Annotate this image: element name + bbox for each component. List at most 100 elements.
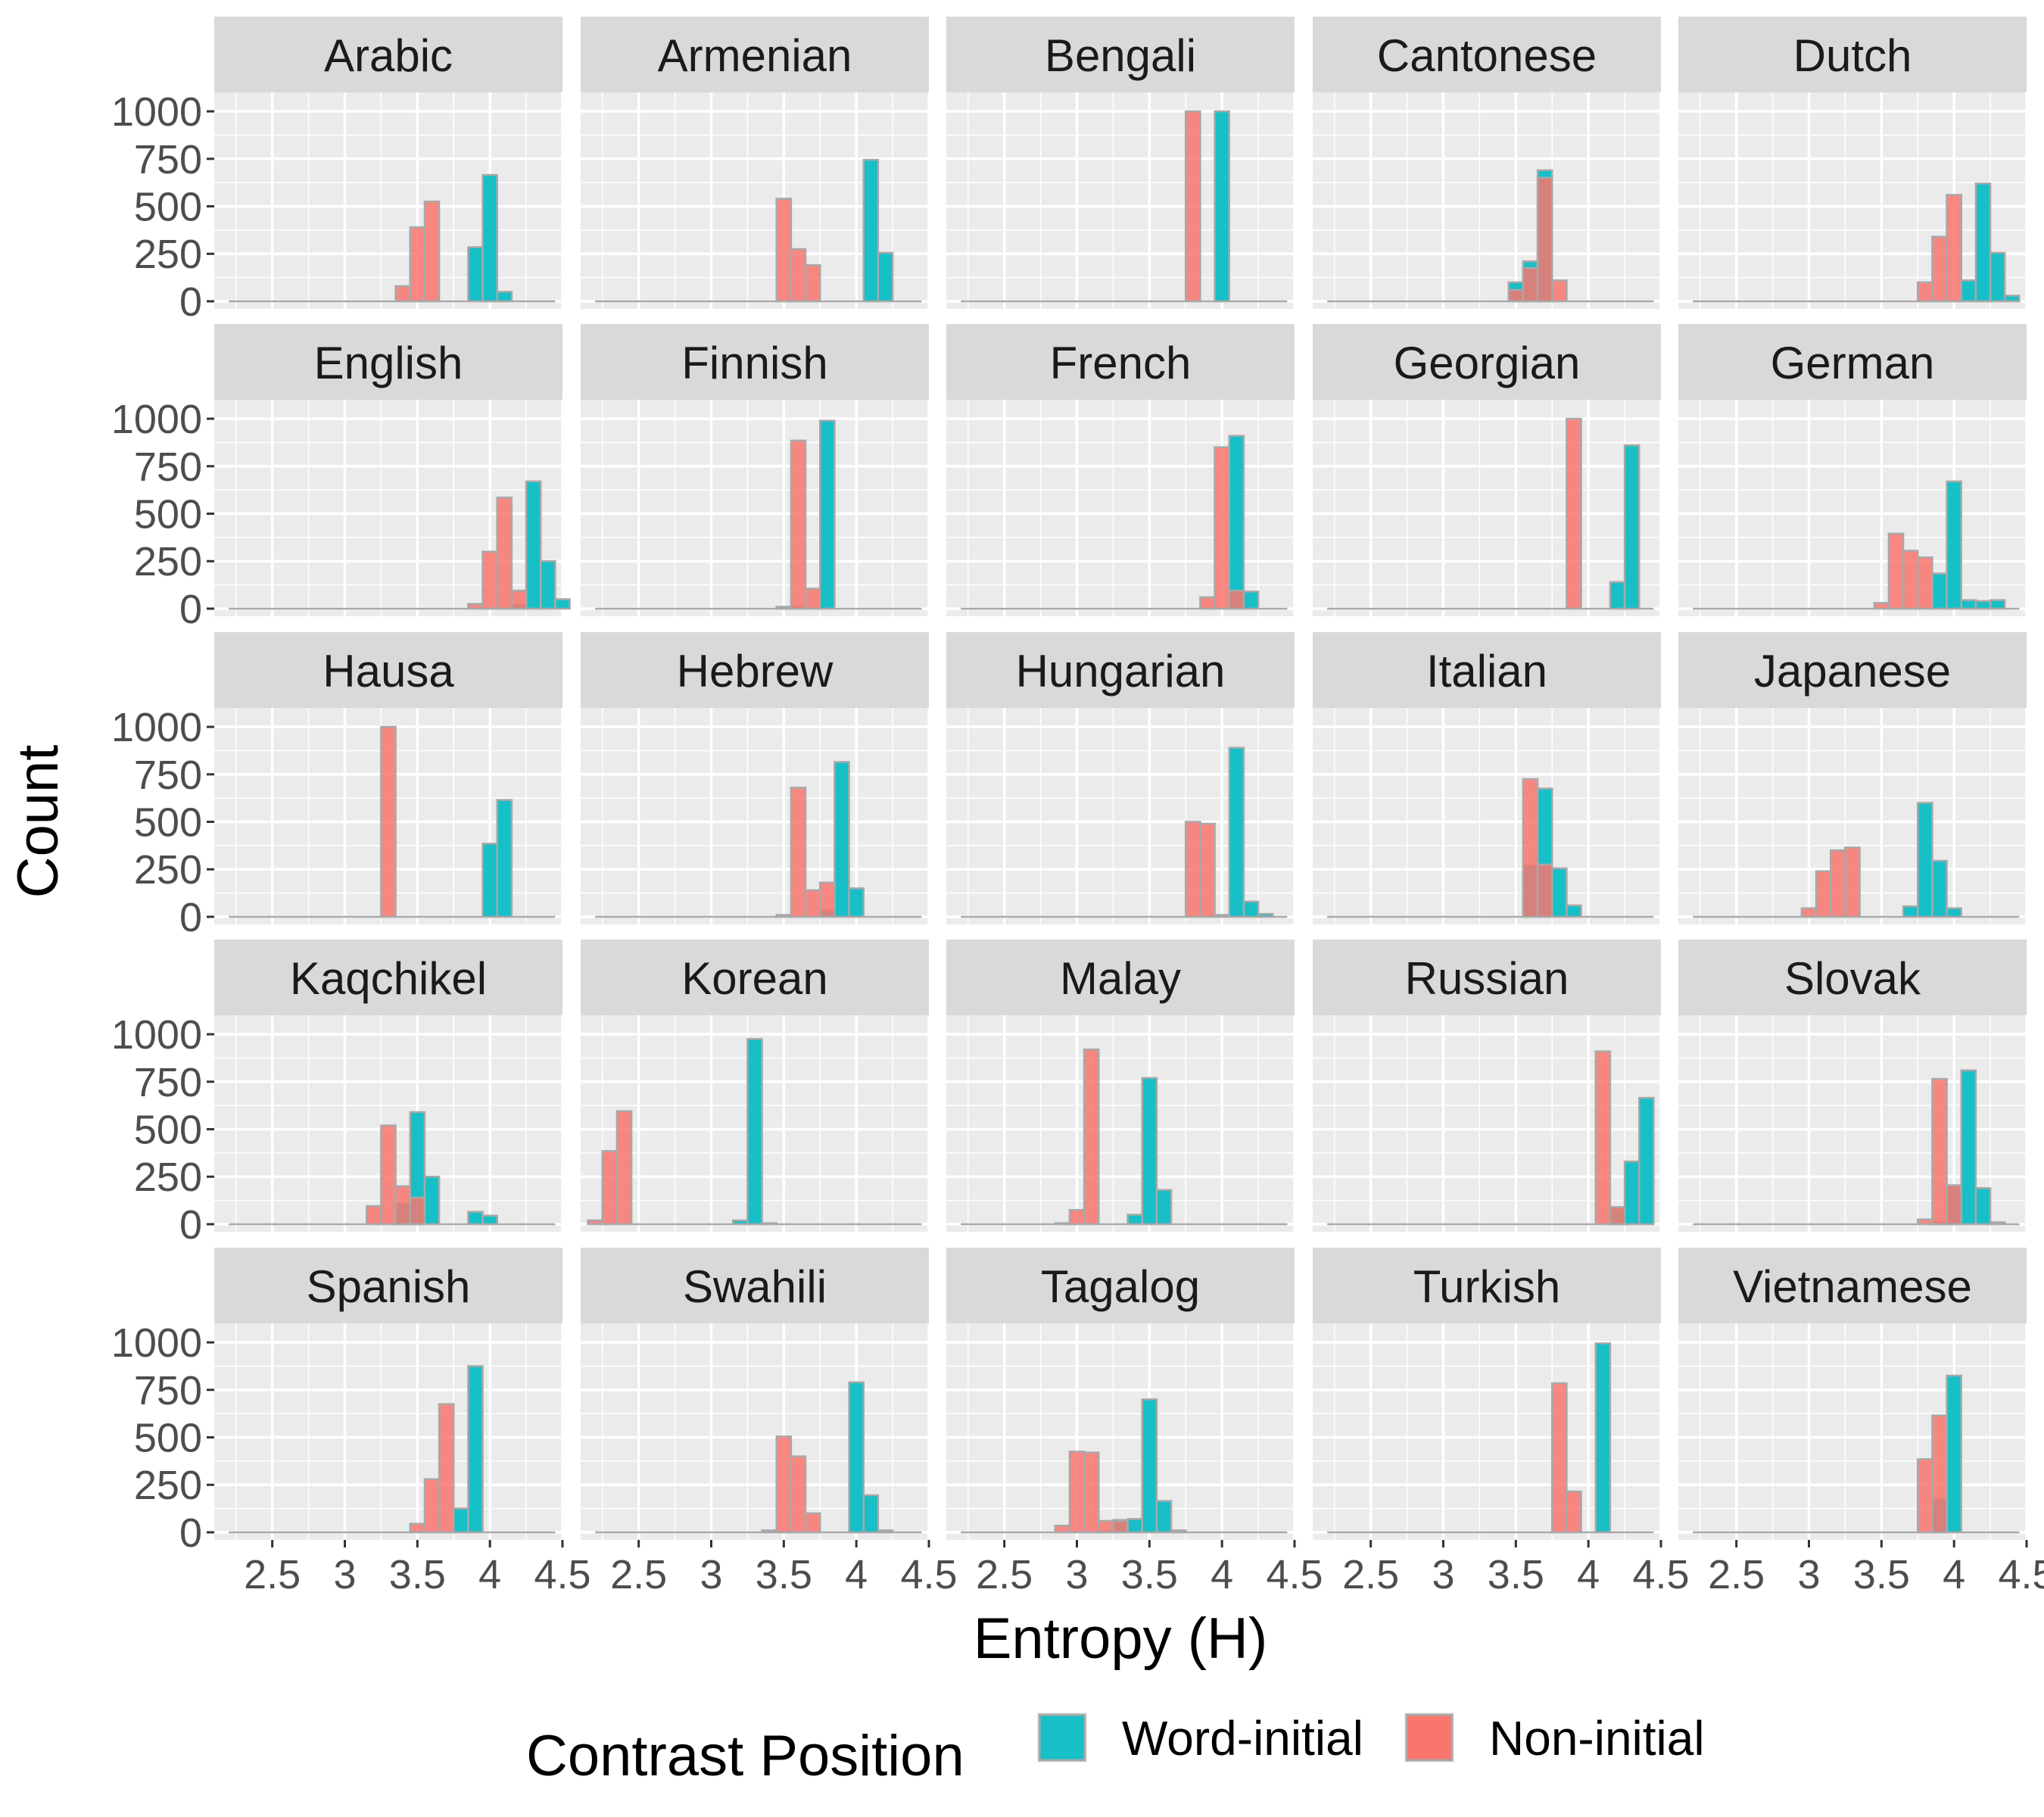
bar-word-initial: [1960, 279, 1977, 303]
bar-word-initial: [1551, 867, 1568, 918]
bar-non-initial: [1931, 235, 1948, 303]
facet-swahili: Swahili: [581, 1248, 930, 1540]
facet-strip-label: Armenian: [658, 30, 852, 81]
bar-non-initial: [1083, 1451, 1100, 1534]
x-tick-label: 3: [1797, 1552, 1820, 1597]
bar-non-initial: [1815, 870, 1832, 918]
facet-panel-bg: [946, 1323, 1295, 1540]
x-tick-label: 2.5: [1342, 1552, 1399, 1597]
bar-word-initial: [1214, 110, 1231, 303]
legend-key-non-initial: [1405, 1713, 1454, 1762]
bar-word-initial: [1170, 1529, 1187, 1534]
facet-strip: [581, 632, 929, 708]
histogram-bars: [1693, 182, 2021, 303]
facet-strip-label: Russian: [1405, 953, 1569, 1004]
y-tick-label: 1000: [111, 1012, 202, 1058]
facet-georgian: Georgian: [1313, 324, 1662, 616]
histogram-bars: [595, 419, 922, 610]
facet-strip-label: Hausa: [322, 646, 454, 697]
bar-word-initial: [1902, 905, 1919, 918]
y-tick-label: 0: [179, 1202, 202, 1248]
bar-word-initial: [1960, 599, 1977, 610]
bar-non-initial: [790, 1455, 807, 1534]
bar-word-initial: [1974, 1187, 1992, 1226]
y-tick-label: 750: [134, 444, 202, 490]
bar-non-initial: [615, 1110, 633, 1226]
gridlines: [1678, 400, 2028, 616]
facet-armenian: Armenian: [581, 17, 930, 309]
y-tick-label: 1000: [111, 705, 202, 750]
histogram-bars: [961, 435, 1288, 610]
bar-non-initial: [467, 603, 484, 610]
bar-word-initial: [1126, 1214, 1144, 1226]
bar-word-initial: [1228, 435, 1245, 610]
facet-strip: [214, 324, 562, 400]
bar-word-initial: [1989, 599, 2006, 610]
bar-non-initial: [1068, 1208, 1086, 1226]
y-tick-label: 500: [134, 1108, 202, 1153]
x-axis: 2.5 3 3.5 4 4.5 2.5 3 3.5 4 4.5 2.5 3 3.5 4 4.5 2.5 3 3.5…: [244, 1540, 2044, 1597]
bar-non-initial: [775, 1435, 793, 1534]
bar-word-initial: [1566, 904, 1582, 918]
y-tick-label: 750: [134, 1368, 202, 1413]
histogram-bars: [1327, 417, 1654, 610]
histogram-bars: [595, 1381, 922, 1534]
histogram-bars: [1327, 1050, 1655, 1226]
bar-word-initial: [481, 843, 498, 918]
facet-dutch: Dutch: [1678, 17, 2028, 309]
x-tick-label: 3.5: [1853, 1552, 1910, 1597]
facet-panel-bg: [946, 92, 1295, 309]
y-tick-label: 500: [134, 1416, 202, 1461]
y-tick-label: 500: [134, 492, 202, 538]
y-tick-label: 0: [179, 279, 202, 325]
bar-word-initial: [1141, 1077, 1158, 1226]
bar-non-initial: [1185, 821, 1201, 918]
bar-word-initial: [833, 761, 850, 918]
bar-non-initial: [1917, 1458, 1933, 1534]
bar-non-initial: [1112, 1519, 1129, 1534]
bar-non-initial: [394, 285, 411, 303]
facet-tagalog: Tagalog: [946, 1248, 1296, 1540]
facet-japanese: Japanese: [1678, 632, 2028, 924]
facet-italian: Italian: [1313, 632, 1662, 924]
facet-strip: [946, 632, 1295, 708]
histogram-bars: [229, 480, 571, 610]
bar-non-initial: [819, 881, 836, 918]
bar-non-initial: [804, 587, 821, 610]
facet-strip: [946, 940, 1295, 1015]
x-tick-label: 4: [845, 1552, 868, 1597]
facet-strip-label: Italian: [1426, 646, 1547, 697]
bar-non-initial: [1917, 1218, 1933, 1226]
gridlines: [1313, 92, 1662, 309]
x-tick-label: 4: [1943, 1552, 1965, 1597]
facet-strip: [214, 1248, 562, 1323]
facet-turkish: Turkish: [1313, 1248, 1662, 1540]
facet-strip: [214, 940, 562, 1015]
histogram-bars: [229, 173, 556, 303]
gridlines: [946, 1015, 1296, 1232]
y-tick-label: 750: [134, 753, 202, 798]
facet-strip: [1678, 17, 2027, 92]
bar-non-initial: [366, 1205, 382, 1226]
bar-non-initial: [1098, 1519, 1114, 1534]
bar-non-initial: [496, 496, 513, 610]
bar-word-initial: [453, 1507, 469, 1534]
bar-non-initial: [409, 226, 426, 303]
bar-word-initial: [1609, 581, 1626, 610]
bar-non-initial: [1917, 556, 1933, 610]
bar-non-initial: [1873, 602, 1890, 610]
bar-non-initial: [1917, 281, 1933, 303]
bar-word-initial: [1974, 182, 1992, 303]
facet-strip: [1313, 1248, 1661, 1323]
facet-strip-label: Finnish: [681, 338, 827, 388]
bar-non-initial: [1068, 1451, 1086, 1534]
x-axis-title: Entropy (H): [974, 1607, 1268, 1671]
bar-word-initial: [1946, 480, 1962, 610]
bar-non-initial: [1931, 1414, 1948, 1534]
bar-non-initial: [394, 1185, 411, 1226]
bar-word-initial: [877, 251, 894, 303]
facet-vietnamese: Vietnamese: [1678, 1248, 2028, 1540]
facet-strip-label: French: [1050, 338, 1192, 388]
histogram-bars: [961, 1398, 1288, 1534]
